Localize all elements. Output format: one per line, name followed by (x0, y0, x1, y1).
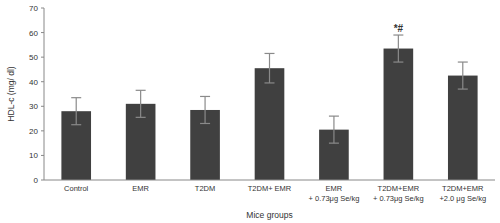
y-tick (41, 57, 44, 58)
x-tick-label: T2DM+EMR+2.0 μg Se/kg (439, 184, 486, 203)
significance-annotation: *# (394, 23, 404, 34)
x-tick-label: T2DM (195, 184, 215, 193)
chart: 0 10 20 30 40 50 60 70 Control EMR T2DM T2DM+ EMR EM… (0, 0, 500, 223)
error-bar (393, 35, 403, 62)
y-tick-label: 20 (29, 127, 38, 136)
y-tick (41, 106, 44, 107)
error-bar (329, 116, 339, 143)
y-tick-label: 50 (29, 53, 38, 62)
x-axis-label: Mice groups (246, 210, 292, 220)
x-axis (44, 180, 495, 181)
y-tick (41, 8, 44, 9)
x-tick-label: T2DM+ EMR (248, 184, 292, 193)
x-tick-label: T2DM+EMR+ 0.73μg Se/kg (373, 184, 424, 203)
y-tick-label: 60 (29, 29, 38, 38)
y-tick (41, 81, 44, 82)
x-tick-label: Control (64, 184, 89, 193)
bar (384, 49, 414, 180)
y-axis (44, 8, 45, 180)
y-tick (41, 180, 44, 181)
bar (448, 76, 478, 180)
y-tick-label: 40 (29, 78, 38, 87)
bars (61, 35, 477, 180)
y-axis-label: HDL-c (mg/ dl) (6, 66, 16, 121)
bar (255, 68, 285, 180)
error-bar (136, 90, 146, 117)
error-bar (265, 53, 275, 82)
y-tick (41, 130, 44, 131)
y-tick-label: 10 (29, 151, 38, 160)
y-tick-label: 70 (29, 4, 38, 13)
y-tick-label: 0 (34, 176, 39, 185)
chart-container: 0 10 20 30 40 50 60 70 Control EMR T2DM T2DM+ EMR EM… (0, 0, 500, 223)
y-tick (41, 155, 44, 156)
x-tick-label: EMR (132, 184, 149, 193)
y-tick (41, 32, 44, 33)
error-bar (200, 96, 210, 123)
y-tick-label: 30 (29, 102, 38, 111)
x-tick-label: EMR+ 0.73μg Se/kg (309, 184, 360, 203)
error-bar (458, 62, 468, 89)
error-bar (71, 98, 81, 125)
